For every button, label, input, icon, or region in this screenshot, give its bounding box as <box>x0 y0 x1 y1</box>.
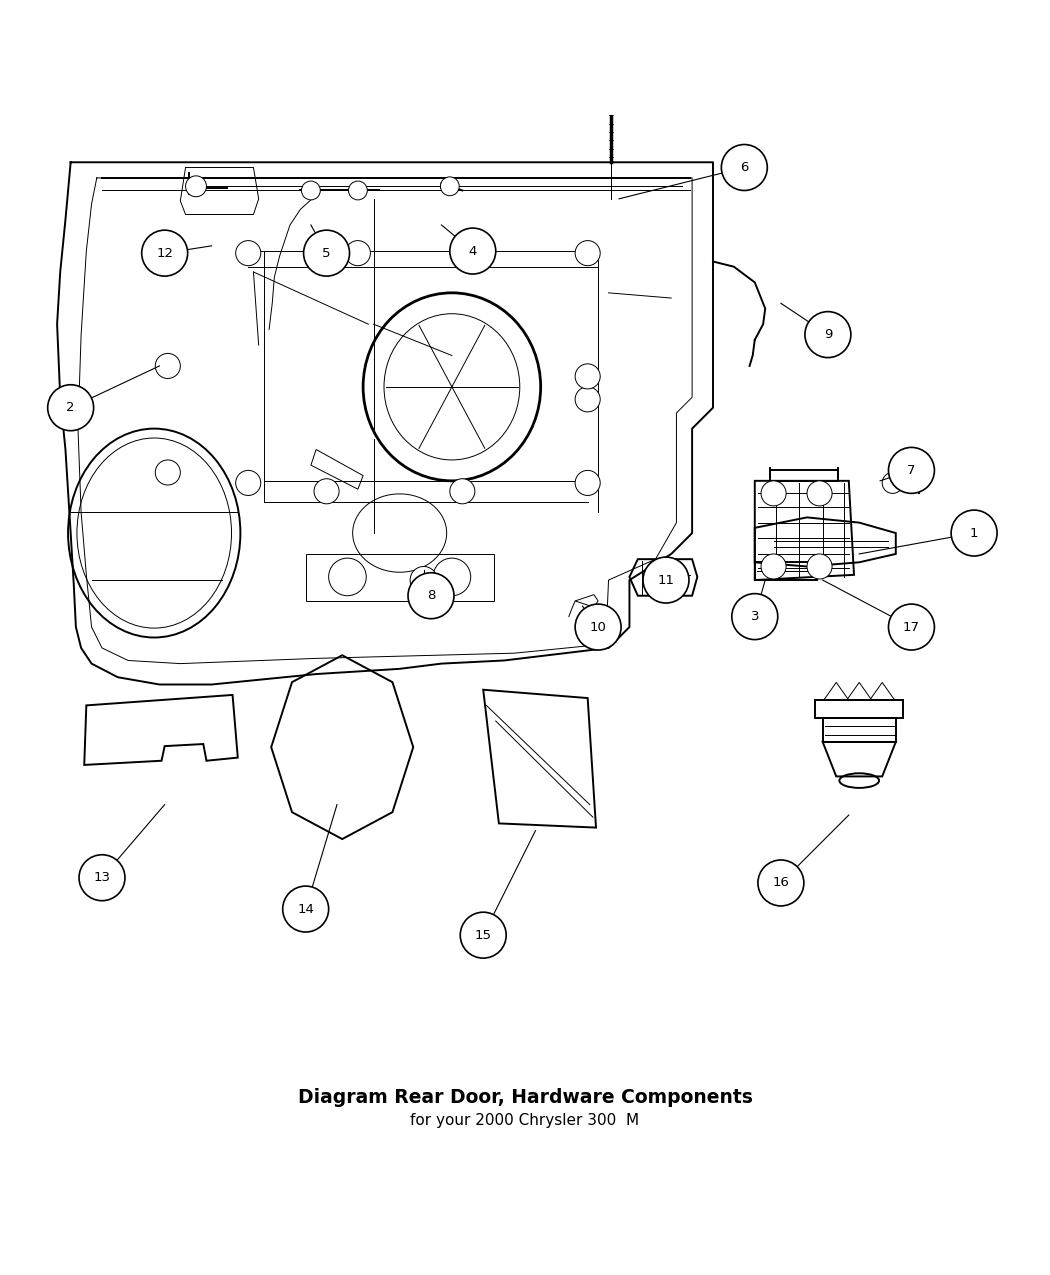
Circle shape <box>282 886 329 932</box>
Text: Diagram Rear Door, Hardware Components: Diagram Rear Door, Hardware Components <box>297 1088 753 1107</box>
Circle shape <box>758 859 804 907</box>
Circle shape <box>303 231 350 277</box>
Polygon shape <box>575 594 598 607</box>
Circle shape <box>79 854 125 900</box>
Text: 2: 2 <box>66 402 75 414</box>
Text: 10: 10 <box>590 621 607 634</box>
Text: 11: 11 <box>657 574 674 586</box>
Circle shape <box>329 558 366 595</box>
Circle shape <box>155 460 181 484</box>
Text: 6: 6 <box>740 161 749 173</box>
Circle shape <box>882 473 903 493</box>
Circle shape <box>807 481 832 506</box>
Circle shape <box>575 604 622 650</box>
Text: 5: 5 <box>322 246 331 260</box>
Text: 12: 12 <box>156 246 173 260</box>
Circle shape <box>349 181 368 200</box>
Circle shape <box>721 144 768 190</box>
Circle shape <box>575 363 601 389</box>
Circle shape <box>449 478 475 504</box>
Text: 13: 13 <box>93 871 110 885</box>
Circle shape <box>47 385 93 431</box>
Text: 17: 17 <box>903 621 920 634</box>
Polygon shape <box>586 607 609 620</box>
Circle shape <box>142 231 188 277</box>
Circle shape <box>235 241 260 265</box>
Circle shape <box>235 470 260 496</box>
Circle shape <box>951 510 998 556</box>
Text: 16: 16 <box>773 876 790 890</box>
Circle shape <box>888 448 934 493</box>
Circle shape <box>440 177 459 195</box>
Polygon shape <box>593 618 616 631</box>
Circle shape <box>433 558 470 595</box>
Circle shape <box>761 481 786 506</box>
Circle shape <box>345 241 371 265</box>
Text: 1: 1 <box>970 527 979 539</box>
Circle shape <box>575 470 601 496</box>
Circle shape <box>807 553 832 579</box>
Circle shape <box>314 478 339 504</box>
Circle shape <box>575 241 601 265</box>
Text: 3: 3 <box>751 611 759 623</box>
Circle shape <box>460 912 506 958</box>
Circle shape <box>575 386 601 412</box>
Circle shape <box>643 557 689 603</box>
Circle shape <box>155 353 181 379</box>
Text: 15: 15 <box>475 928 491 942</box>
Circle shape <box>411 566 437 594</box>
Circle shape <box>732 594 778 640</box>
Circle shape <box>761 553 786 579</box>
Text: 7: 7 <box>907 464 916 477</box>
Circle shape <box>888 604 934 650</box>
Circle shape <box>449 228 496 274</box>
Circle shape <box>301 181 320 200</box>
Text: 8: 8 <box>426 589 435 602</box>
Text: 9: 9 <box>823 328 832 342</box>
Text: for your 2000 Chrysler 300  M: for your 2000 Chrysler 300 M <box>411 1113 639 1127</box>
Circle shape <box>408 572 454 618</box>
Text: 4: 4 <box>468 245 477 258</box>
Circle shape <box>186 176 207 196</box>
Text: 14: 14 <box>297 903 314 915</box>
Circle shape <box>805 311 851 357</box>
